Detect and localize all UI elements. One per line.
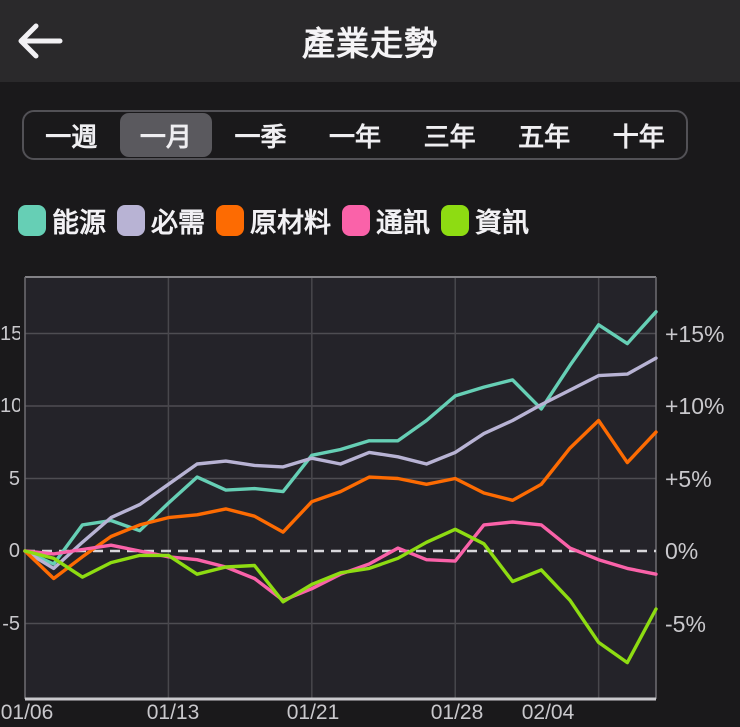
chart-legend: 能源 必需 原材料 通訊 資訊 xyxy=(18,201,529,240)
x-axis-label: 02/04 xyxy=(521,701,575,724)
legend-item-4[interactable]: 資訊 xyxy=(441,201,529,240)
y-axis-right-label: +15% xyxy=(665,320,725,347)
y-axis-left-label: 0 xyxy=(8,541,20,561)
x-axis-label: 01/06 xyxy=(0,701,54,724)
legend-swatch xyxy=(441,205,469,236)
series-line-1 xyxy=(23,356,658,571)
legend-item-0[interactable]: 能源 xyxy=(18,201,106,240)
y-axis-left-label: -5 xyxy=(2,613,20,634)
period-tab-6[interactable]: 十年 xyxy=(612,121,665,152)
legend-swatch xyxy=(18,205,46,236)
series-line-2 xyxy=(23,418,658,581)
y-axis-right-label: -5% xyxy=(665,610,706,637)
period-tab-5[interactable]: 五年 xyxy=(518,121,571,152)
legend-item-3[interactable]: 通訊 xyxy=(342,201,430,240)
period-tab-0[interactable]: 一週 xyxy=(45,121,98,152)
x-axis-label: 01/28 xyxy=(430,701,484,724)
legend-label: 原材料 xyxy=(250,208,331,238)
y-axis-right-label: +5% xyxy=(665,465,712,492)
page-title: 產業走勢 xyxy=(302,25,438,62)
period-tab-4[interactable]: 三年 xyxy=(423,121,476,152)
period-tab-1[interactable]: 一月 xyxy=(119,113,213,157)
x-axis-label: 01/21 xyxy=(286,701,340,724)
period-tab-3[interactable]: 一年 xyxy=(329,121,382,152)
legend-swatch xyxy=(342,205,370,236)
y-axis-right-label: 0% xyxy=(665,538,699,564)
y-axis-left-label: 10 xyxy=(0,396,20,416)
period-tab-2[interactable]: 一季 xyxy=(234,121,287,152)
legend-label: 通訊 xyxy=(376,208,430,238)
legend-swatch xyxy=(117,205,145,236)
y-axis-left-label: 5 xyxy=(8,468,20,489)
x-axis-label: 01/13 xyxy=(146,701,200,724)
back-button[interactable] xyxy=(10,13,66,69)
legend-label: 資訊 xyxy=(475,208,529,238)
y-axis-right-label: +10% xyxy=(665,393,725,419)
arrow-left-icon xyxy=(18,23,63,59)
legend-swatch xyxy=(216,205,244,236)
legend-label: 能源 xyxy=(52,208,106,238)
y-axis-left-label: 15 xyxy=(0,323,20,344)
legend-label: 必需 xyxy=(151,208,205,238)
period-tabbar: 一週 一月 一季 一年 三年 五年 十年 xyxy=(22,110,688,160)
legend-item-1[interactable]: 必需 xyxy=(117,201,205,240)
app-header xyxy=(0,0,740,82)
legend-item-2[interactable]: 原材料 xyxy=(216,201,331,240)
series-line-4 xyxy=(23,527,658,665)
plot-area xyxy=(25,277,656,699)
